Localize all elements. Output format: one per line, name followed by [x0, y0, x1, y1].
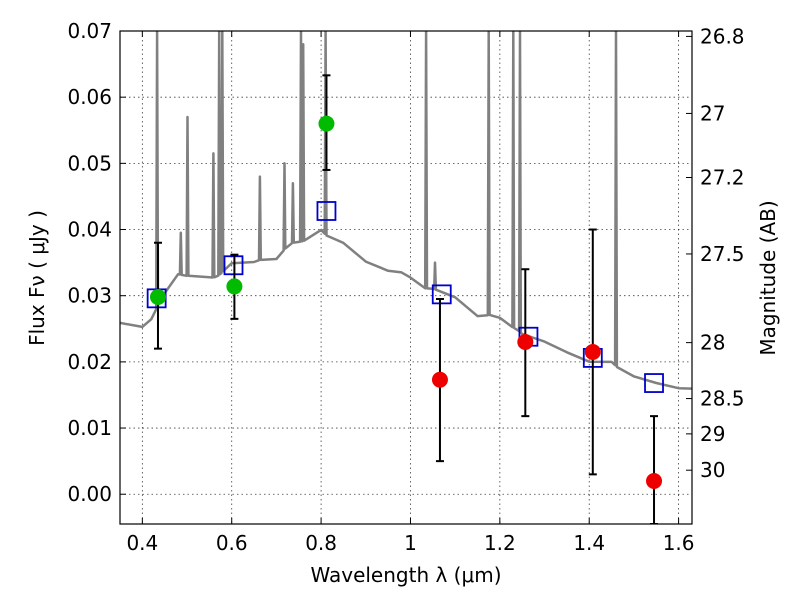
y-axis-right: 26.8 27 27.2 27.5 28 28.5 29 30	[686, 24, 745, 482]
model-photometry-square	[431, 284, 452, 305]
right-tick-label: 29	[700, 422, 725, 446]
x-axis-title: Wavelength λ (μm)	[310, 563, 501, 587]
observed-point-green	[226, 278, 243, 295]
observed-point-red	[584, 343, 601, 360]
observed-points-series	[149, 115, 663, 489]
observed-point-green	[318, 115, 335, 132]
right-tick-label: 28	[700, 331, 725, 355]
y-tick-label: 0.05	[67, 151, 112, 175]
right-tick-label: 27	[700, 101, 725, 125]
plot-area	[120, 31, 692, 524]
observed-point-red	[646, 472, 663, 489]
x-tick-label: 1	[404, 531, 417, 555]
y-axis-title: Flux Fν ( μJy )	[25, 210, 49, 346]
observed-point-red	[517, 334, 534, 351]
x-tick-label: 1.6	[663, 531, 695, 555]
x-tick-label: 1.4	[573, 531, 605, 555]
right-tick-label: 30	[700, 458, 725, 482]
model-spectrum-line	[120, 31, 692, 390]
plot-frame	[119, 30, 693, 525]
observed-point-red	[431, 371, 448, 388]
y-tick-label: 0.07	[67, 19, 112, 43]
x-tick-label: 0.4	[126, 531, 158, 555]
right-tick-label: 26.8	[700, 24, 745, 48]
right-tick-label: 28.5	[700, 387, 745, 411]
right-tick-label: 27.2	[700, 165, 745, 189]
x-tick-label: 0.8	[305, 531, 337, 555]
y-tick-label: 0.00	[67, 482, 112, 506]
model-photometry-square	[644, 373, 664, 393]
y-tick-label: 0.03	[67, 284, 112, 308]
right-axis-title: Magnitude (AB)	[756, 200, 780, 355]
x-tick-label: 0.6	[216, 531, 248, 555]
x-tick-label: 1.2	[484, 531, 516, 555]
y-tick-label: 0.01	[67, 416, 112, 440]
model-photometry-square	[316, 201, 337, 221]
y-tick-label: 0.04	[67, 218, 112, 242]
observed-point-green	[149, 289, 166, 306]
x-axis: 0.4 0.6 0.8 1 1.2 1.4 1.6	[126, 31, 695, 555]
right-tick-label: 27.5	[700, 242, 745, 266]
y-tick-label: 0.02	[67, 350, 112, 374]
y-axis-left: 0.00 0.01 0.02 0.03 0.04 0.05 0.06 0.07	[67, 19, 126, 506]
y-tick-label: 0.06	[67, 85, 112, 109]
